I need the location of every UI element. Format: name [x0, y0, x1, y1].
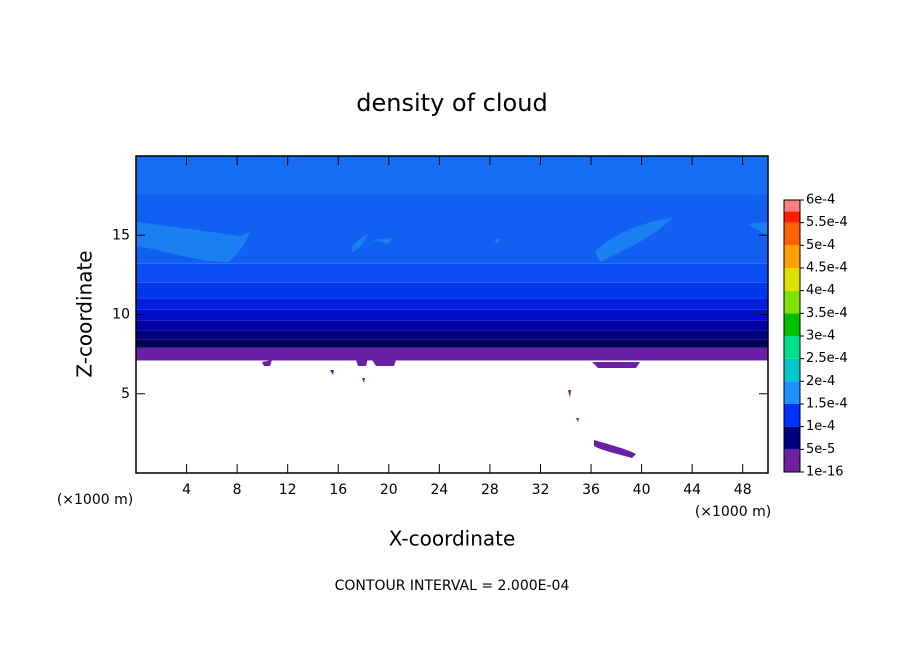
colorbar-cell — [784, 336, 800, 359]
contour-patch — [594, 440, 636, 458]
x-tick-label: 36 — [582, 482, 600, 498]
contour-band — [136, 309, 768, 321]
x-tick-label: 8 — [233, 482, 242, 498]
x-tick-label: 40 — [633, 482, 651, 498]
colorbar-label: 3e-4 — [806, 329, 835, 344]
colorbar-cell — [784, 358, 800, 382]
x-unit-left: (×1000 m) — [57, 492, 133, 508]
contour-patch — [330, 370, 334, 375]
y-axis-label: Z-coordinate — [73, 250, 97, 377]
contour-patch — [137, 222, 250, 262]
contour-patch — [356, 358, 368, 366]
colorbar-cell — [784, 313, 800, 336]
contour-band — [136, 320, 768, 331]
contour-patch — [568, 390, 571, 398]
colorbar-label: 1e-4 — [806, 419, 835, 434]
contour-patch — [494, 238, 500, 244]
colorbar-label: 4.5e-4 — [806, 261, 848, 276]
x-axis-label: X-coordinate — [389, 527, 516, 551]
contour-patch — [362, 378, 365, 383]
contour-patch — [262, 360, 272, 366]
contour-patch — [592, 362, 640, 368]
x-tick-label: 44 — [683, 482, 701, 498]
x-tick-label: 32 — [532, 482, 550, 498]
colorbar-label: 1e-16 — [806, 465, 844, 480]
x-tick-label: 48 — [734, 482, 752, 498]
contour-patch — [748, 222, 768, 236]
colorbar-cell — [784, 426, 800, 450]
colorbar-cell — [784, 222, 800, 246]
colorbar-cap — [784, 200, 800, 212]
colorbar-cell — [784, 268, 800, 291]
x-tick-label: 16 — [329, 482, 347, 498]
x-tick-label: 20 — [380, 482, 398, 498]
contour-band — [136, 156, 768, 195]
contour-band — [136, 339, 768, 348]
contour-band — [136, 282, 768, 299]
colorbar-label: 6e-4 — [806, 193, 835, 208]
contour-band — [136, 194, 768, 264]
colorbar-label: 5e-4 — [806, 238, 835, 253]
colorbar-label: 4e-4 — [806, 283, 835, 298]
x-tick-label: 28 — [481, 482, 499, 498]
contour-patch — [576, 418, 579, 422]
x-unit-right: (×1000 m) — [695, 504, 771, 520]
contour-patch — [595, 218, 672, 262]
x-tick-label: 4 — [182, 482, 191, 498]
chart-title: density of cloud — [356, 89, 547, 117]
y-tick-label: 5 — [121, 386, 130, 402]
contour-band — [136, 263, 768, 283]
colorbar-label: 1.5e-4 — [806, 397, 848, 412]
colorbar-label: 5e-5 — [806, 442, 835, 457]
colorbar-label: 2.5e-4 — [806, 351, 848, 366]
colorbar-cell — [784, 245, 800, 268]
colorbar-cell — [784, 404, 800, 427]
contour-band — [136, 330, 768, 340]
y-tick-label: 15 — [112, 227, 130, 243]
x-tick-label: 24 — [430, 482, 448, 498]
colorbar-cell — [784, 211, 800, 223]
colorbar-label: 2e-4 — [806, 374, 835, 389]
colorbar-label: 5.5e-4 — [806, 215, 848, 230]
contour-patch — [352, 234, 368, 252]
contour-band — [136, 298, 768, 310]
colorbar-cell — [784, 290, 800, 314]
contour-patch — [372, 360, 396, 366]
colorbar-label: 3.5e-4 — [806, 306, 848, 321]
colorbar-cell — [784, 381, 800, 404]
colorbar-cell — [784, 449, 800, 472]
contour-band — [136, 347, 768, 361]
footer-note: CONTOUR INTERVAL = 2.000E-04 — [335, 578, 570, 594]
contour-patch — [372, 238, 392, 244]
y-tick-label: 10 — [112, 307, 130, 323]
x-tick-label: 12 — [279, 482, 297, 498]
